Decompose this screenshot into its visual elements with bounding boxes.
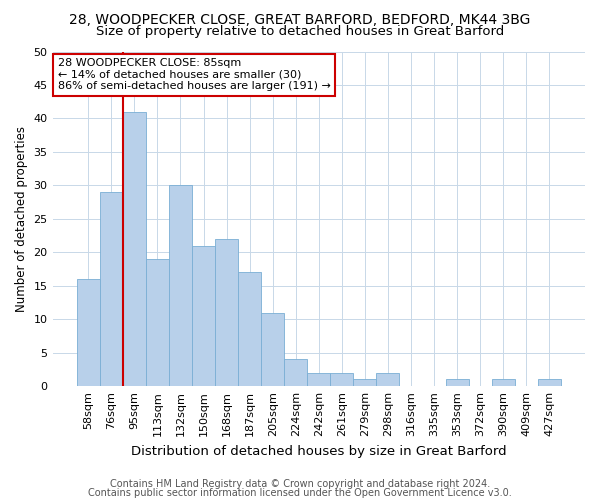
X-axis label: Distribution of detached houses by size in Great Barford: Distribution of detached houses by size … bbox=[131, 444, 506, 458]
Bar bbox=[238, 272, 261, 386]
Bar bbox=[491, 380, 515, 386]
Bar bbox=[192, 246, 215, 386]
Bar bbox=[146, 259, 169, 386]
Bar bbox=[330, 373, 353, 386]
Y-axis label: Number of detached properties: Number of detached properties bbox=[15, 126, 28, 312]
Text: 28, WOODPECKER CLOSE, GREAT BARFORD, BEDFORD, MK44 3BG: 28, WOODPECKER CLOSE, GREAT BARFORD, BED… bbox=[70, 12, 530, 26]
Bar bbox=[215, 239, 238, 386]
Bar bbox=[284, 360, 307, 386]
Bar bbox=[100, 192, 123, 386]
Bar bbox=[307, 373, 330, 386]
Bar bbox=[353, 380, 376, 386]
Bar bbox=[376, 373, 400, 386]
Bar bbox=[77, 279, 100, 386]
Text: Contains HM Land Registry data © Crown copyright and database right 2024.: Contains HM Land Registry data © Crown c… bbox=[110, 479, 490, 489]
Bar bbox=[446, 380, 469, 386]
Text: Size of property relative to detached houses in Great Barford: Size of property relative to detached ho… bbox=[96, 25, 504, 38]
Text: Contains public sector information licensed under the Open Government Licence v3: Contains public sector information licen… bbox=[88, 488, 512, 498]
Bar bbox=[123, 112, 146, 386]
Bar bbox=[169, 186, 192, 386]
Bar bbox=[261, 312, 284, 386]
Text: 28 WOODPECKER CLOSE: 85sqm
← 14% of detached houses are smaller (30)
86% of semi: 28 WOODPECKER CLOSE: 85sqm ← 14% of deta… bbox=[58, 58, 331, 92]
Bar bbox=[538, 380, 561, 386]
